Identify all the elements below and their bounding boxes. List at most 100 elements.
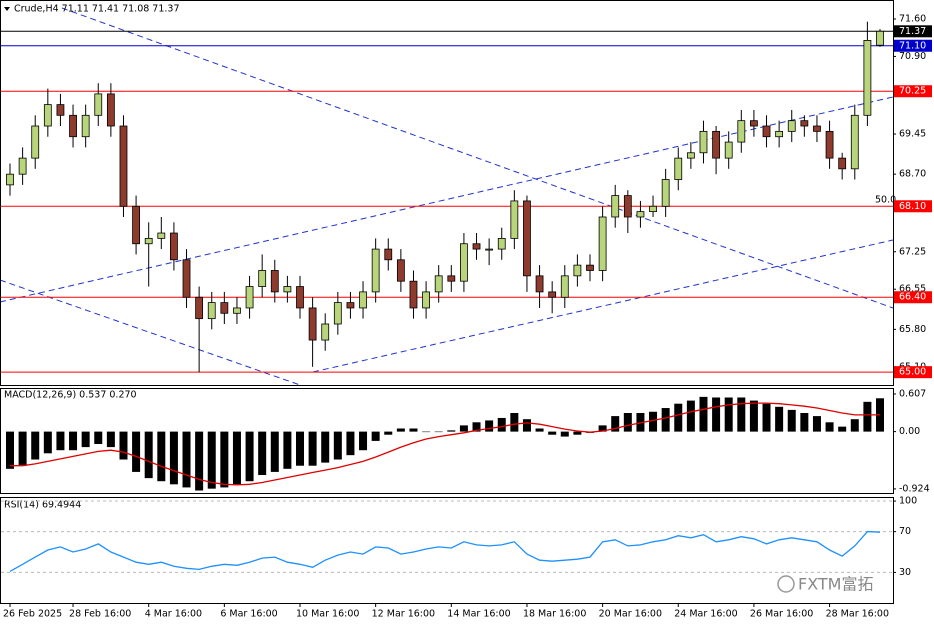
candle-body [686, 152, 695, 159]
candle-body [699, 130, 708, 154]
macd-bar [712, 397, 721, 432]
candle-body [359, 291, 367, 309]
candle-body [535, 275, 544, 293]
level-label-box [894, 85, 932, 98]
rsi-title: RSI(14) 69.4944 [4, 500, 81, 511]
candle-body [43, 104, 52, 127]
x-tick-label: 12 Mar 16:00 [372, 609, 435, 620]
candle-body [447, 275, 456, 282]
macd-bar [232, 431, 241, 485]
macd-bar [510, 413, 519, 432]
macd-bar [132, 431, 141, 472]
macd-bar [686, 400, 695, 432]
candle-body [573, 264, 582, 277]
x-tick-label: 28 Feb 16:00 [69, 609, 131, 620]
candle-body [813, 125, 821, 132]
candle-body [611, 195, 620, 218]
macd-bar [31, 431, 40, 460]
x-tick-label: 20 Mar 16:00 [599, 609, 662, 620]
candle-body [308, 307, 317, 341]
candle-body [460, 243, 468, 282]
macd-bar [371, 431, 380, 441]
candle-body [106, 93, 115, 127]
level-label-box [894, 291, 932, 304]
macd-bar [472, 422, 481, 432]
macd-bar [296, 431, 304, 466]
menu-triangle[interactable] [4, 7, 10, 11]
level-label: 71.10 [899, 40, 926, 51]
candle-body [371, 248, 380, 293]
macd-bar [321, 431, 330, 463]
candle-body [825, 130, 834, 159]
level-label: 71.37 [899, 26, 926, 37]
candle-body [119, 125, 128, 207]
macd-bar [18, 431, 27, 466]
candle-body [863, 39, 872, 116]
candle-body [661, 179, 670, 207]
candle-body [396, 259, 405, 282]
macd-bar [258, 431, 267, 476]
macd-bar [699, 396, 708, 432]
macd-bar [775, 406, 784, 432]
candle-body [170, 232, 178, 261]
macd-title: MACD(12,26,9) 0.537 0.270 [4, 390, 137, 401]
y-tick-label: 100 [899, 496, 917, 507]
y-tick-label: 66.55 [899, 284, 926, 295]
y-tick-label: 30 [899, 567, 911, 578]
macd-bar [359, 431, 368, 451]
macd-bar [6, 431, 14, 469]
candle-body [220, 302, 229, 314]
macd-bar [81, 431, 90, 448]
candle-body [674, 157, 683, 180]
candle-body [346, 302, 355, 309]
candle-body [497, 237, 506, 250]
macd-bar [283, 431, 292, 469]
candle-body [56, 104, 65, 116]
candle-body [737, 120, 746, 143]
x-tick-label: 24 Mar 16:00 [674, 609, 737, 620]
y-tick-label: 70 [899, 526, 911, 537]
candle-body [384, 248, 393, 261]
candle-body [472, 243, 481, 250]
candle-body [409, 280, 418, 309]
macd-bar [69, 431, 78, 451]
macd-bar [800, 413, 809, 432]
macd-bar [522, 419, 531, 432]
candle-body [434, 275, 443, 293]
macd-bar [384, 431, 393, 435]
macd-bar [144, 431, 153, 479]
candle-body [623, 195, 632, 218]
x-tick-label: 28 Mar 16:00 [826, 609, 889, 620]
candle-body [850, 114, 859, 170]
candle-body [283, 286, 292, 293]
candle-body [800, 120, 809, 127]
macd-bar [838, 426, 847, 432]
macd-bar [850, 419, 859, 432]
macd-bar [434, 431, 443, 433]
candle-body [485, 248, 494, 251]
x-tick-label: 6 Mar 16:00 [220, 609, 277, 620]
candle-body [94, 93, 103, 116]
macd-bar [548, 431, 557, 435]
macd-bar [674, 403, 683, 432]
candle-body [510, 200, 519, 239]
macd-bar [220, 431, 229, 488]
y-tick-label: 69.45 [899, 129, 926, 140]
macd-bar [649, 411, 658, 432]
macd-bar [863, 401, 872, 432]
y-tick-label: 68.70 [899, 169, 926, 180]
candle-body [296, 286, 304, 309]
candle-body [144, 237, 153, 245]
macd-bar [346, 431, 355, 456]
candle-body [724, 141, 733, 159]
candle-body [333, 302, 342, 325]
x-tick-label: 4 Mar 16:00 [145, 609, 202, 620]
macd-bar [94, 431, 103, 445]
macd-bar [573, 431, 582, 435]
x-tick-label: 18 Mar 16:00 [523, 609, 586, 620]
y-tick-label: 65.80 [899, 324, 926, 335]
macd-bar [825, 422, 834, 432]
x-tick-label: 26 Feb 2025 [3, 609, 62, 620]
